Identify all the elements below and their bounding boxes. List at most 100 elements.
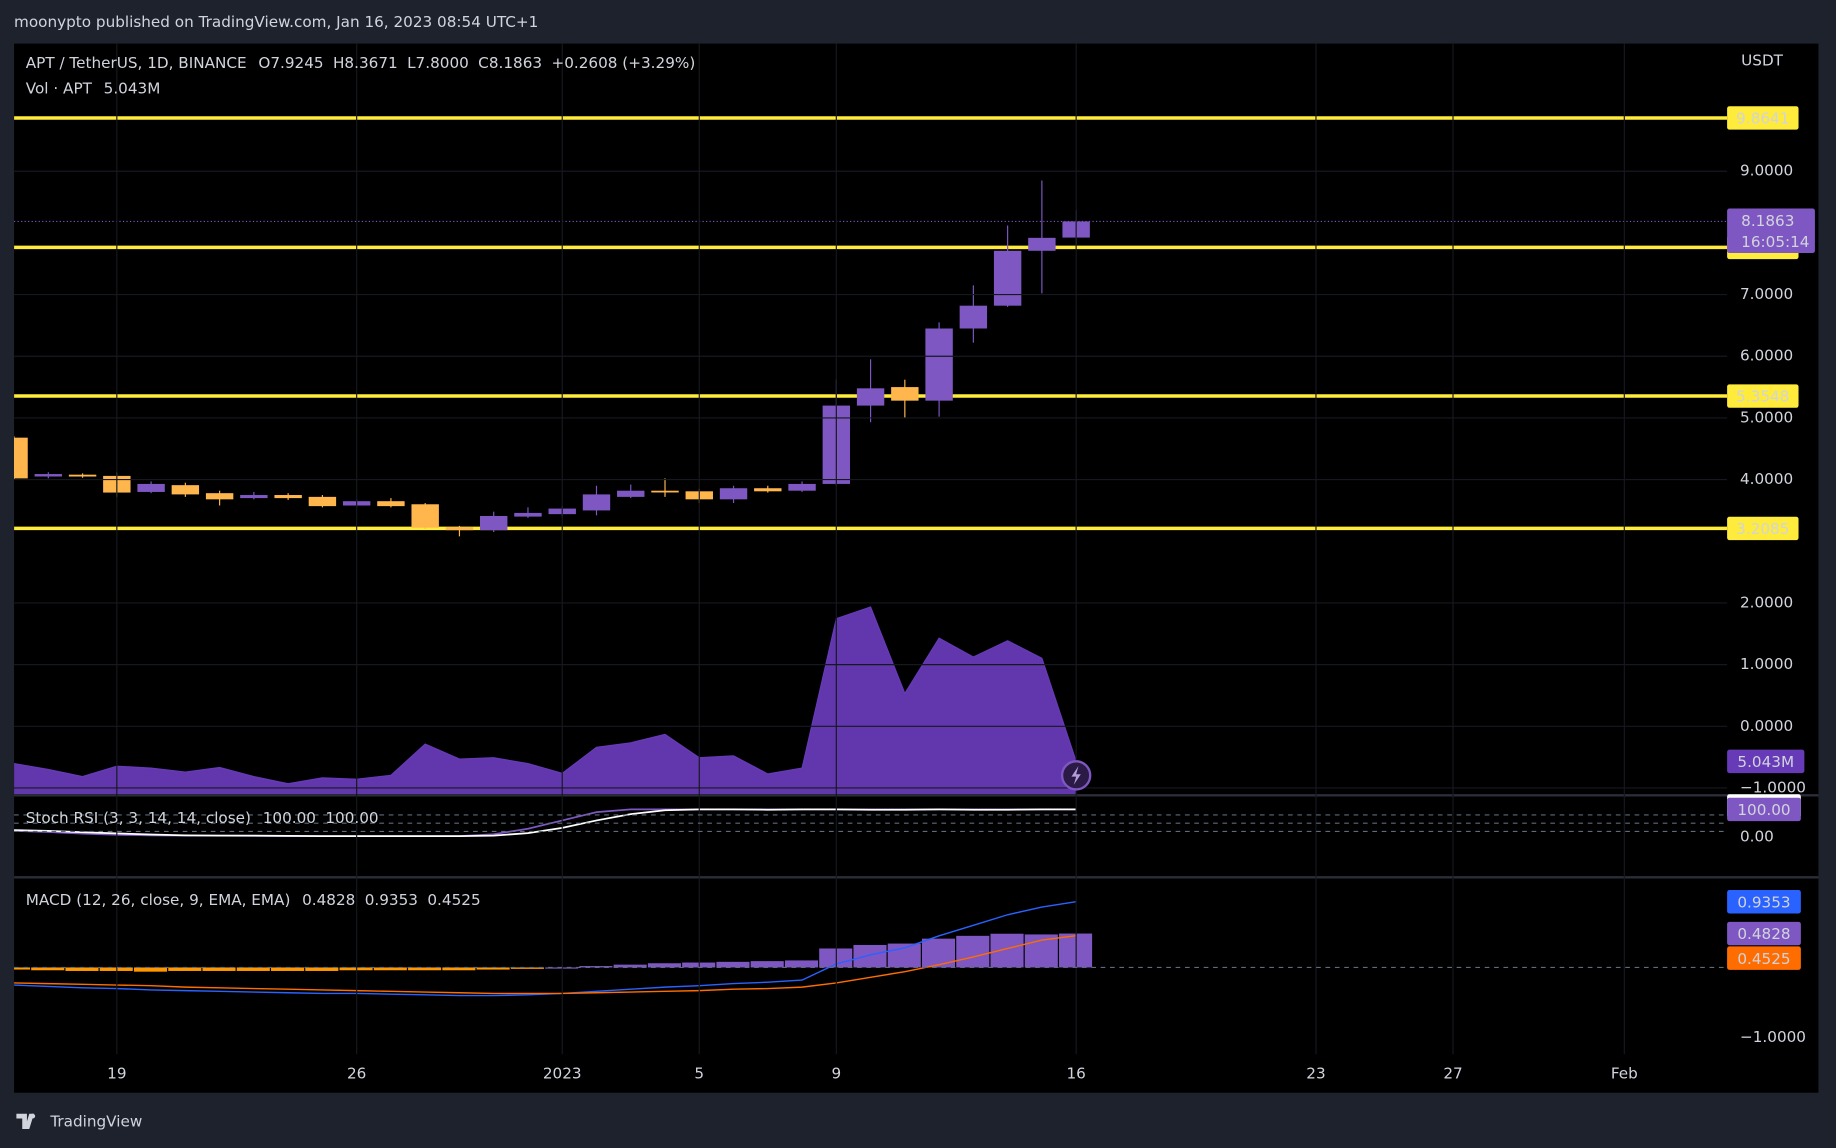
macd-value-label: 0.4525 [1737, 950, 1790, 968]
candle-body [308, 496, 337, 507]
x-tick-label: Feb [1611, 1064, 1638, 1082]
legend-text: 5.043M [104, 80, 161, 98]
histogram-bar [956, 935, 990, 968]
histogram-bar [750, 961, 784, 968]
x-tick-label: 2023 [543, 1064, 582, 1082]
legend-text: L [407, 54, 416, 72]
histogram-bar [65, 967, 99, 971]
x-tick-label: 19 [107, 1064, 126, 1082]
legend-text: O [258, 54, 270, 72]
y-tick-label: 5.0000 [1740, 408, 1793, 426]
macd-value-label: 0.4828 [1737, 925, 1790, 943]
candle-body [514, 512, 542, 517]
candle-body [274, 495, 302, 499]
candle-body [480, 515, 508, 531]
legend-text: +0.2608 (+3.29%) [551, 54, 695, 72]
histogram-bar [647, 963, 681, 968]
legend-text: 100.00 [325, 809, 378, 827]
volume-label-box [1727, 749, 1805, 774]
y-tick-label: 6.0000 [1740, 347, 1793, 365]
legend-text: Stoch RSI (3, 3, 14, 14, close) [26, 809, 251, 827]
candle-body [719, 488, 748, 500]
y-tick-label: 4.0000 [1740, 470, 1793, 488]
candle-body [925, 328, 953, 401]
legend-text: C [478, 54, 489, 72]
candle-body [240, 495, 268, 499]
chart-area [14, 43, 1819, 1093]
x-tick-label: 23 [1306, 1064, 1325, 1082]
histogram-bar [31, 967, 65, 971]
histogram-bar [236, 967, 270, 971]
volume-area [14, 606, 1077, 785]
histogram-bar [202, 967, 236, 971]
histogram-bar [784, 960, 819, 968]
candle-body [205, 493, 234, 500]
candle-body [411, 504, 439, 528]
alert-icon-bolt [1071, 766, 1081, 785]
x-tick-label: 27 [1443, 1064, 1462, 1082]
level-label: 3.2085 [1736, 520, 1789, 538]
histogram-bar [887, 943, 921, 968]
histogram-bar [408, 967, 442, 971]
stoch-k-label: 100.00 [1737, 801, 1790, 819]
histogram-bar [716, 961, 750, 968]
macd-value-label: 0.9353 [1737, 893, 1790, 911]
axis-unit: USDT [1741, 52, 1784, 70]
signal-line [14, 934, 1077, 995]
macd-value-label-box [1727, 890, 1801, 914]
histogram-bar [1024, 934, 1058, 968]
y-tick-label: −1.0000 [1740, 778, 1806, 796]
volume-label: 5.043M [1737, 753, 1794, 771]
x-tick-label: 16 [1066, 1064, 1085, 1082]
level-label-box [1727, 516, 1799, 541]
candle-body [959, 305, 988, 329]
last-price-box [1727, 208, 1815, 254]
brand: TradingView [49, 1112, 142, 1130]
histogram-bar [133, 967, 168, 972]
legend-text: 8.1863 [489, 54, 542, 72]
histogram-bar [271, 967, 305, 971]
y-tick-label: 0.00 [1740, 827, 1774, 845]
y-tick-label: 2.0000 [1740, 593, 1793, 611]
macd-pane [14, 901, 1093, 997]
level-label-box [1727, 384, 1799, 408]
y-tick-label: 9.0000 [1740, 162, 1793, 180]
price-pane [14, 116, 1728, 795]
histogram-bar [305, 967, 339, 971]
candle-body [34, 474, 63, 477]
candle-body [617, 490, 645, 497]
candle-body [14, 437, 28, 479]
logo [16, 1113, 36, 1130]
y-tick-label: 1.0000 [1740, 655, 1793, 673]
candle-body [754, 488, 782, 492]
candle-body [788, 483, 816, 491]
candle-body [582, 494, 611, 511]
x-tick-label: 9 [831, 1064, 841, 1082]
candle-body [993, 250, 1022, 306]
candle-body [651, 490, 679, 493]
histogram-bar [442, 967, 476, 971]
level-label: 5.3548 [1736, 388, 1789, 406]
candle-body [891, 387, 919, 401]
last-price-label: 8.1863 [1741, 212, 1794, 230]
legend-text: MACD (12, 26, close, 9, EMA, EMA) [26, 891, 291, 909]
histogram-bar [579, 966, 613, 968]
y-tick-label: 7.0000 [1740, 285, 1793, 303]
histogram-bar [476, 967, 510, 970]
histogram-bar [990, 933, 1024, 968]
legend-text: 8.3671 [344, 54, 397, 72]
x-tick-label: 5 [694, 1064, 704, 1082]
macd-value-label-box [1727, 921, 1801, 946]
histogram-bar [14, 967, 31, 970]
histogram-bar [373, 967, 407, 971]
histogram-bar [853, 944, 887, 968]
attribution: moonypto published on TradingView.com, J… [14, 13, 538, 31]
stoch-pane [14, 808, 1077, 838]
candle-body [445, 527, 474, 531]
candle-body [856, 388, 885, 406]
candle-body [137, 483, 165, 492]
legend-text: 0.9353 [365, 891, 418, 909]
level-label-box [1727, 106, 1799, 130]
histogram-bar [921, 938, 956, 968]
